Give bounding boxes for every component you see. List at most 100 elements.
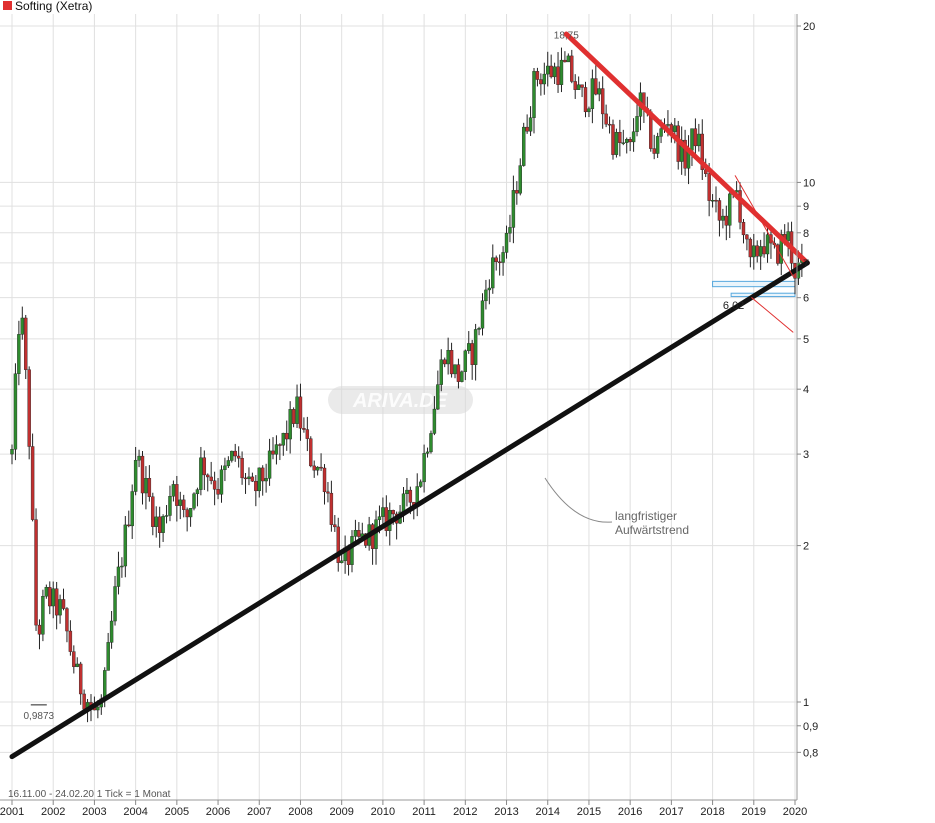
annotations: 18,75 0,9873 6,02 langfristigerAufwärtstren…: [23, 31, 744, 722]
candle-up: [120, 565, 124, 568]
candle-up: [178, 499, 182, 506]
candle-down: [140, 455, 145, 494]
trendlines: [9, 31, 810, 760]
x-tick-label: 2001: [0, 806, 24, 818]
candle-up: [192, 493, 196, 509]
candle-up: [219, 469, 224, 495]
candle-up: [484, 289, 488, 302]
candle-down: [535, 71, 540, 80]
candle-down: [61, 599, 66, 609]
candle-up: [17, 334, 21, 374]
candle-down: [494, 257, 498, 263]
x-tick-label: 2020: [783, 806, 807, 818]
y-tick-label: 1: [803, 697, 809, 709]
candle-up: [511, 190, 516, 228]
candle-down: [618, 131, 622, 143]
candle-down: [27, 369, 31, 447]
candlesticks: [10, 47, 804, 723]
candle-down: [212, 480, 217, 490]
candle-up: [728, 193, 732, 226]
candle-up: [405, 489, 409, 495]
candle-up: [171, 484, 176, 497]
candle-up: [436, 384, 440, 410]
candle-up: [103, 670, 107, 700]
candle-down: [326, 491, 330, 494]
candle-down: [34, 519, 38, 626]
candle-down: [573, 81, 577, 90]
support-box: [712, 280, 796, 288]
candle-down: [748, 238, 753, 258]
candle-down: [175, 484, 179, 506]
x-tick-label: 2011: [412, 806, 436, 818]
candle-up: [51, 588, 55, 607]
candle-down: [683, 139, 687, 169]
candle-up: [532, 71, 536, 118]
y-ticks: 20 10 9 8 7 6 5 4 3 2 1 0,9 0,8: [797, 21, 818, 759]
candle-down: [82, 693, 86, 710]
candle-up: [20, 317, 25, 335]
trend-label-line: Aufwärtstrend: [615, 523, 689, 537]
candle-up: [377, 516, 382, 520]
candle-down: [305, 429, 310, 439]
candle-up: [264, 478, 268, 482]
candle-down: [604, 113, 608, 125]
candle-up: [230, 450, 234, 461]
candle-up: [116, 566, 121, 587]
candle-down: [449, 350, 454, 375]
candle-up: [425, 451, 430, 454]
trendline-channel-lower: [751, 297, 794, 333]
candle-down: [370, 524, 375, 549]
candle-down: [157, 516, 162, 533]
candle-down: [515, 190, 519, 194]
x-tick-label: 2017: [659, 806, 683, 818]
candle-up: [295, 396, 299, 424]
candle-down: [470, 343, 474, 365]
candle-up: [144, 478, 148, 494]
candle-up: [429, 433, 433, 453]
candle-up: [288, 409, 292, 440]
candle-up: [106, 642, 110, 671]
candle-up: [473, 329, 478, 365]
candle-up: [130, 491, 134, 527]
candle-down: [78, 663, 83, 695]
candle-up: [487, 287, 492, 291]
candle-up: [58, 599, 62, 616]
candle-up: [521, 126, 526, 166]
candle-down: [776, 244, 780, 264]
candle-down: [549, 65, 553, 78]
candle-up: [422, 453, 426, 483]
candle-up: [418, 481, 423, 487]
candle-up: [123, 524, 128, 567]
chart-title: Softing (Xetra): [15, 0, 92, 13]
candle-up: [75, 663, 79, 667]
candle-up: [673, 125, 677, 132]
candle-down: [260, 467, 265, 482]
candle-up: [281, 432, 286, 446]
candle-down: [48, 587, 52, 607]
candle-down: [233, 450, 237, 457]
candle-down: [391, 509, 395, 515]
x-tick-label: 2004: [123, 806, 147, 818]
candle-down: [525, 126, 529, 132]
candle-up: [10, 449, 14, 455]
support-box: [730, 292, 796, 298]
candle-up: [655, 136, 660, 154]
x-tick-label: 2007: [247, 806, 271, 818]
candle-up: [267, 450, 272, 479]
candle-up: [528, 117, 533, 132]
y-tick-label: 10: [803, 177, 815, 189]
candle-up: [154, 516, 158, 527]
candle-down: [741, 222, 746, 236]
candle-up: [758, 246, 763, 257]
candle-up: [786, 231, 790, 242]
candle-up: [765, 234, 770, 255]
x-tick-label: 2015: [577, 806, 601, 818]
y-tick-label: 6: [803, 293, 809, 305]
y-tick-label: 8: [803, 228, 809, 240]
legend-swatch: [3, 1, 12, 10]
candle-down: [762, 246, 766, 255]
candle-down: [594, 78, 598, 95]
candle-up: [597, 88, 601, 95]
